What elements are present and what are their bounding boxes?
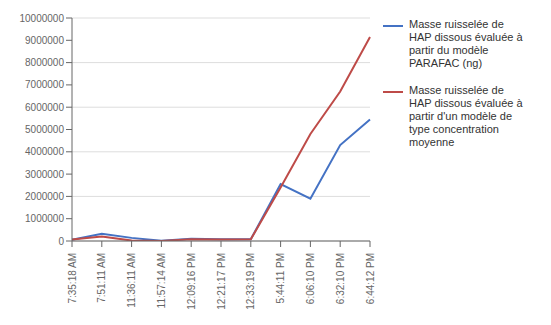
svg-text:7000000: 7000000	[25, 79, 64, 90]
svg-text:4000000: 4000000	[25, 146, 64, 157]
svg-text:12:33:19 PM: 12:33:19 PM	[245, 253, 256, 310]
svg-text:11:36:11 AM: 11:36:11 AM	[126, 253, 137, 308]
html-text:Masse ruisselée de HAP dissous: Masse ruisselée de HAP dissous évaluée à…	[409, 18, 523, 69]
svg-text:12:09:16 PM: 12:09:16 PM	[186, 253, 197, 310]
svg-text:0: 0	[58, 236, 64, 247]
svg-text:9000000: 9000000	[25, 35, 64, 46]
svg-text:6000000: 6000000	[25, 102, 64, 113]
svg-text:5:44:11 PM: 5:44:11 PM	[275, 253, 286, 303]
svg-text:8000000: 8000000	[25, 57, 64, 68]
svg-text:5000000: 5000000	[25, 124, 64, 135]
html-text:Masse ruisselée de HAP dissous: Masse ruisselée de HAP dissous évaluée à…	[409, 84, 523, 148]
svg-text:10000000: 10000000	[20, 13, 65, 24]
svg-text:12:21:17 PM: 12:21:17 PM	[216, 253, 227, 310]
svg-text:2000000: 2000000	[25, 191, 64, 202]
svg-text:6:44:12 PM: 6:44:12 PM	[365, 253, 376, 304]
svg-text:7:35:18 AM: 7:35:18 AM	[67, 253, 78, 304]
svg-text:7:51:11 AM: 7:51:11 AM	[96, 253, 107, 303]
svg-text:6:06:10 PM: 6:06:10 PM	[305, 253, 316, 304]
svg-text:6:32:10 PM: 6:32:10 PM	[335, 253, 346, 304]
svg-text:1000000: 1000000	[25, 213, 64, 224]
svg-text:3000000: 3000000	[25, 169, 64, 180]
svg-text:11:57:14 AM: 11:57:14 AM	[156, 253, 167, 308]
